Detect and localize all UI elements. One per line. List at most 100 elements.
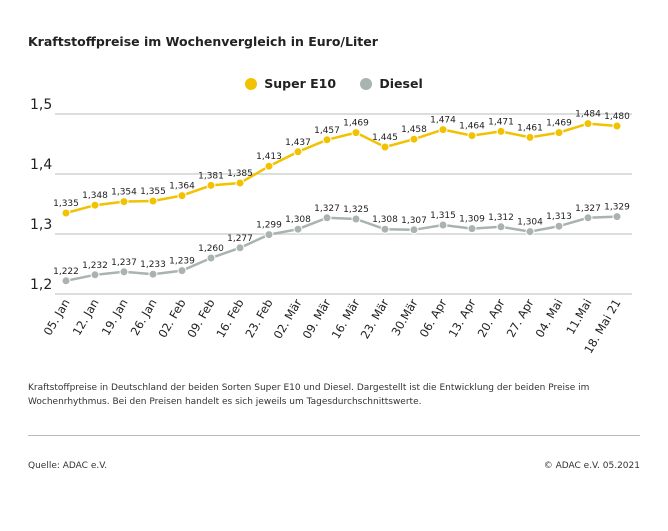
data-point [61, 208, 71, 218]
data-label: 1,237 [111, 258, 137, 268]
x-tick-label: 04. Mai [532, 297, 565, 340]
data-label: 1,484 [575, 110, 601, 120]
data-point [206, 253, 216, 263]
legend: Super E10 Diesel [0, 76, 668, 93]
data-point [119, 267, 129, 277]
data-label: 1,307 [401, 216, 427, 226]
data-point [322, 135, 332, 145]
data-label: 1,308 [285, 215, 311, 225]
data-label: 1,335 [53, 199, 79, 209]
data-label: 1,312 [488, 213, 514, 223]
data-label: 1,232 [82, 261, 108, 271]
data-label: 1,437 [285, 138, 311, 148]
source: Quelle: ADAC e.V. [28, 461, 108, 471]
data-label: 1,329 [604, 203, 630, 213]
y-tick-label: 1,3 [30, 217, 52, 233]
data-label: 1,325 [343, 205, 369, 215]
data-point [438, 125, 448, 135]
data-point [61, 276, 71, 286]
data-point [119, 197, 129, 207]
legend-label: Super E10 [264, 76, 337, 91]
data-label: 1,413 [256, 152, 282, 162]
data-label: 1,327 [314, 204, 340, 214]
data-point [554, 128, 564, 138]
legend-item-super-e10: Super E10 [245, 76, 336, 91]
data-label: 1,355 [140, 187, 166, 197]
data-point [177, 191, 187, 201]
data-label: 1,457 [314, 126, 340, 136]
series-line-diesel [65, 215, 618, 283]
divider [28, 435, 640, 436]
data-label: 1,222 [53, 267, 79, 277]
y-tick-label: 1,5 [30, 97, 52, 113]
chart-title: Kraftstoffpreise im Wochenvergleich in E… [28, 34, 378, 49]
data-point [583, 119, 593, 129]
data-point [409, 225, 419, 235]
y-tick-label: 1,2 [30, 277, 52, 293]
x-tick-label: 23. Mär [358, 296, 392, 341]
data-point [525, 132, 535, 142]
data-label: 1,474 [430, 116, 456, 126]
data-label: 1,327 [575, 204, 601, 214]
data-label: 1,239 [169, 257, 195, 267]
data-point [467, 224, 477, 234]
data-point [496, 222, 506, 232]
y-tick-label: 1,4 [30, 157, 52, 173]
legend-marker-icon [245, 77, 258, 90]
data-label: 1,299 [256, 221, 282, 231]
chart-note: Kraftstoffpreise in Deutschland der beid… [28, 383, 590, 407]
data-point [467, 131, 477, 141]
data-point [409, 134, 419, 144]
data-label: 1,480 [604, 112, 630, 122]
x-tick-label: 30.Mär [388, 296, 420, 338]
data-label: 1,445 [372, 133, 398, 143]
legend-label: Diesel [379, 76, 423, 91]
data-point [612, 212, 622, 222]
data-label: 1,315 [430, 211, 456, 221]
data-point [235, 243, 245, 253]
data-label: 1,461 [517, 123, 543, 133]
data-point [177, 266, 187, 276]
data-point [293, 224, 303, 234]
data-label: 1,469 [546, 119, 572, 129]
data-point [351, 214, 361, 224]
x-tick-label: 11.Mai [563, 297, 594, 337]
data-label: 1,260 [198, 244, 224, 254]
data-label: 1,354 [111, 188, 137, 198]
data-label: 1,458 [401, 125, 427, 135]
data-point [583, 213, 593, 223]
data-point [148, 196, 158, 206]
data-label: 1,385 [227, 169, 253, 179]
data-label: 1,381 [198, 171, 224, 181]
data-label: 1,313 [546, 212, 572, 222]
data-label: 1,233 [140, 260, 166, 270]
data-point [496, 126, 506, 136]
data-point [90, 200, 100, 210]
data-point [438, 220, 448, 230]
x-tick-label: 19. Jan [99, 297, 131, 338]
x-tick-label: 26. Jan [128, 297, 160, 338]
data-label: 1,471 [488, 117, 514, 127]
data-point [206, 180, 216, 190]
legend-item-diesel: Diesel [360, 76, 423, 91]
data-label: 1,464 [459, 122, 485, 132]
data-label: 1,348 [82, 191, 108, 201]
copyright: © ADAC e.V. 05.2021 [543, 461, 640, 471]
data-label: 1,304 [517, 218, 543, 228]
data-point [554, 221, 564, 231]
data-point [351, 128, 361, 138]
data-label: 1,309 [459, 215, 485, 225]
data-label: 1,364 [169, 182, 195, 192]
legend-marker-icon [360, 77, 373, 90]
data-point [322, 213, 332, 223]
x-tick-label: 05. Jan [41, 297, 73, 338]
data-label: 1,277 [227, 234, 253, 244]
data-point [90, 270, 100, 280]
data-point [264, 230, 274, 240]
data-point [148, 269, 158, 279]
data-point [235, 178, 245, 188]
data-point [612, 121, 622, 131]
data-point [380, 142, 390, 152]
